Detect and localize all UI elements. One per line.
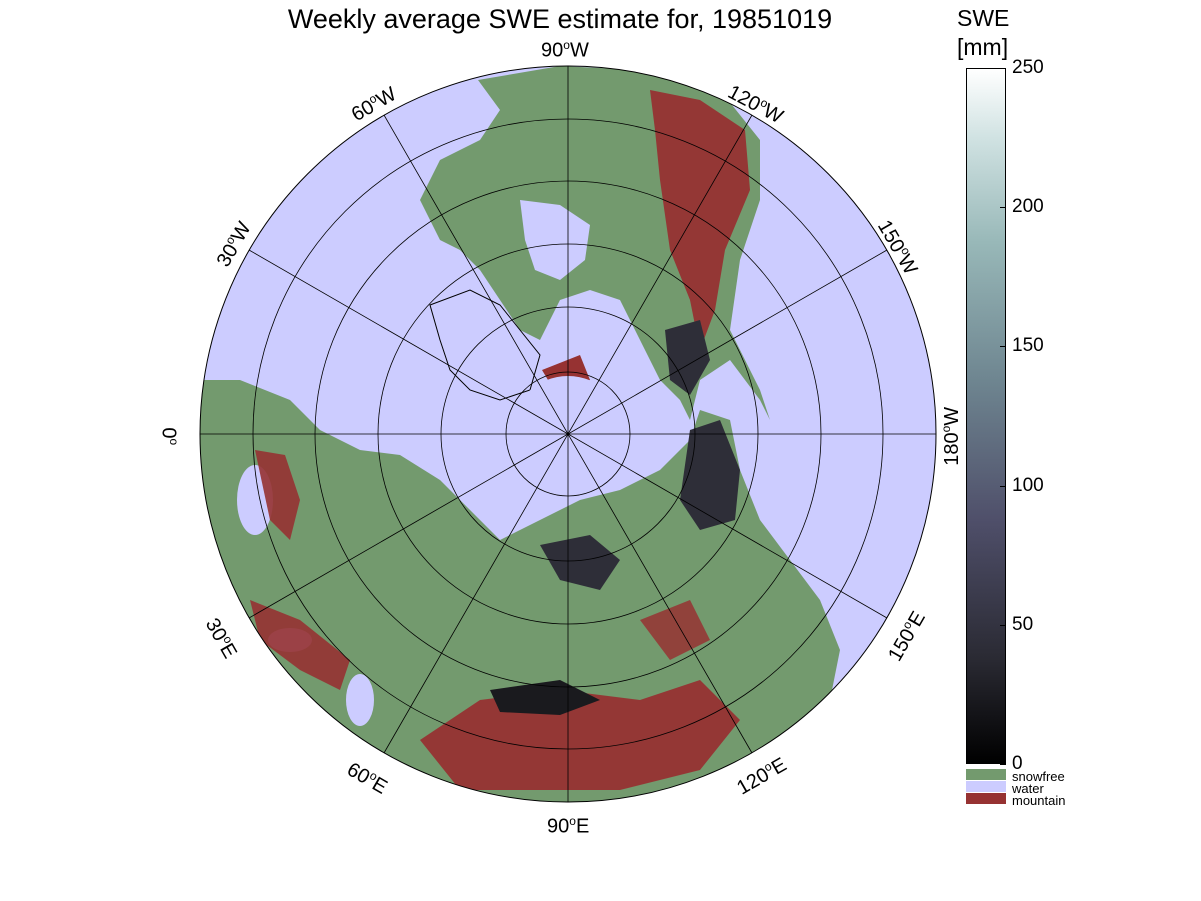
greenland [429, 289, 541, 401]
legend-swatch-water [966, 781, 1006, 792]
colorbar-title: SWE [mm] [957, 5, 1010, 60]
lon-label-90e: 90oE [547, 814, 590, 838]
legend-swatch-mountain [966, 793, 1006, 804]
colorbar-tick [1000, 207, 1006, 209]
map-frame [199, 65, 937, 803]
colorbar-tick [1000, 346, 1006, 348]
swe-colorbar [966, 68, 1006, 764]
hudson-bay [520, 200, 590, 280]
snow-mongolia [490, 680, 600, 715]
map-title: Weekly average SWE estimate for, 1985101… [287, 4, 833, 34]
colorbar-tick-label: 150 [1012, 335, 1044, 357]
legend-swatch-snowfree [966, 769, 1006, 780]
legend-label-water: water [1012, 781, 1044, 796]
colorbar-tick-label: 200 [1012, 196, 1044, 218]
map-area [200, 66, 936, 802]
rocky-mountains [650, 90, 750, 350]
colorbar-tick-label: 100 [1012, 474, 1044, 496]
scandinavian-mountains [255, 450, 300, 540]
colorbar-tick-label: 50 [1012, 613, 1034, 635]
colorbar-tick [1000, 68, 1006, 69]
lon-label-0: 0o [157, 427, 182, 446]
colorbar-tick-label: 0 [1012, 753, 1023, 774]
siberia-mountains [640, 600, 710, 660]
snow-siberia [680, 420, 740, 530]
graticule [200, 66, 936, 802]
legend-label-snowfree: snowfree [1012, 769, 1065, 784]
snow-central-asia [540, 535, 620, 590]
colorbar-tick-label: 250 [1012, 57, 1044, 78]
legend-label-mountain: mountain [1012, 793, 1066, 808]
caspian-sea [346, 674, 374, 726]
snow-alaska [665, 320, 710, 395]
colorbar-tick [1000, 485, 1006, 487]
lon-label-180w: 180oW [939, 406, 963, 466]
colorbar-tick [1000, 624, 1006, 626]
lon-label-90w: 90oW [541, 38, 589, 62]
caucasus-mountains [250, 600, 350, 690]
colorbar-tick [1000, 764, 1006, 765]
